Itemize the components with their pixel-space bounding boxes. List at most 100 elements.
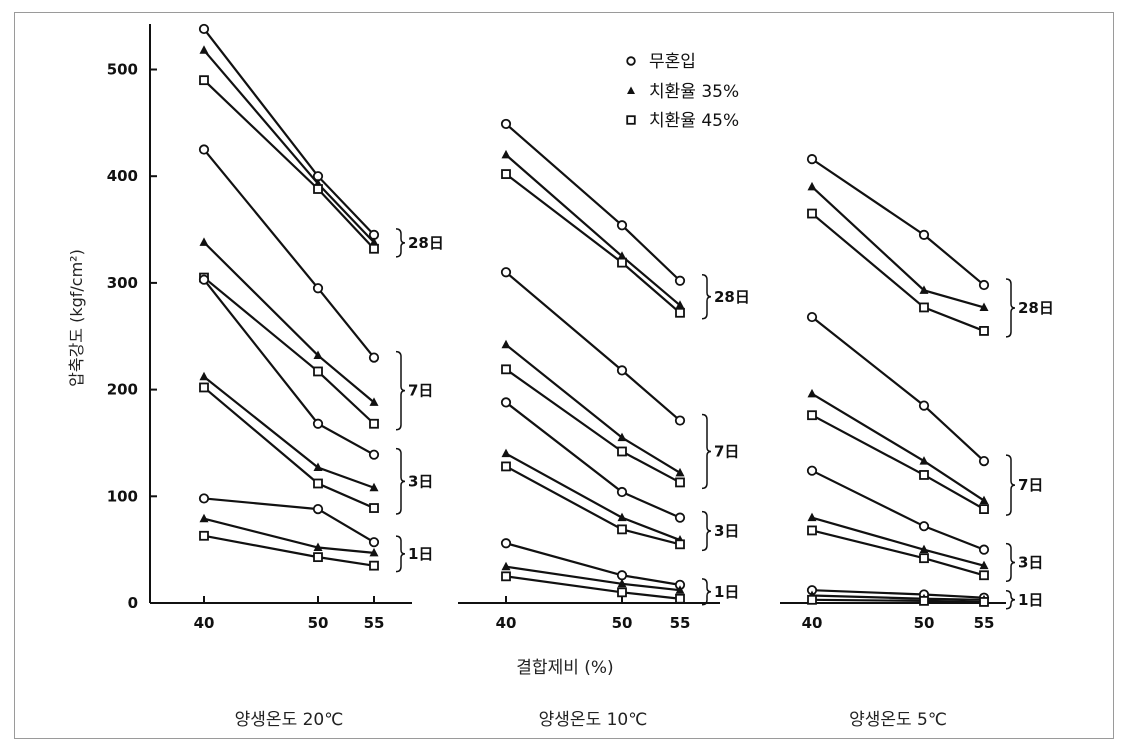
- point-marker: [198, 144, 210, 155]
- point-marker: [312, 504, 324, 515]
- point-marker: [807, 594, 817, 605]
- x-tick-label: 50: [914, 614, 935, 632]
- point-marker: [199, 371, 209, 381]
- age-bracket: [395, 447, 406, 515]
- y-tick-label: 200: [107, 381, 138, 399]
- series-line: [505, 123, 681, 282]
- age-label: 3日: [714, 522, 739, 540]
- point-marker: [369, 560, 379, 571]
- point-marker: [368, 352, 380, 363]
- point-marker: [979, 504, 989, 515]
- y-tick-label: 400: [107, 167, 138, 185]
- point-marker: [199, 45, 209, 54]
- series-line: [203, 241, 375, 404]
- point-marker: [918, 229, 930, 240]
- point-marker: [919, 285, 929, 294]
- y-tick-label: 300: [107, 274, 138, 292]
- age-label: 3日: [408, 472, 433, 490]
- point-marker: [198, 274, 210, 285]
- point-marker: [674, 512, 686, 523]
- point-marker: [978, 544, 990, 555]
- age-label: 28日: [714, 288, 750, 306]
- point-marker: [979, 570, 989, 581]
- y-tick-label: 0: [128, 594, 138, 612]
- point-marker: [313, 552, 323, 563]
- y-tick-label: 500: [107, 61, 138, 79]
- x-tick-label: 40: [802, 614, 823, 632]
- x-tick-label: 50: [308, 614, 329, 632]
- point-marker: [616, 365, 628, 376]
- point-marker: [979, 326, 989, 336]
- series-line: [811, 212, 985, 332]
- point-marker: [501, 448, 511, 458]
- point-marker: [675, 585, 685, 594]
- panel-title: 양생온도 10℃: [539, 710, 648, 730]
- point-marker: [616, 486, 628, 498]
- point-marker: [501, 571, 511, 582]
- x-tick-label: 50: [612, 614, 633, 632]
- point-marker: [919, 456, 929, 465]
- age-label: 7日: [1018, 476, 1043, 494]
- age-bracket: [1005, 590, 1016, 610]
- age-label: 1日: [1018, 591, 1043, 609]
- point-marker: [617, 587, 627, 598]
- point-marker: [807, 388, 817, 398]
- point-marker: [617, 578, 627, 588]
- series-line: [203, 386, 375, 510]
- series-line: [203, 497, 375, 544]
- point-marker: [369, 243, 379, 254]
- point-marker: [198, 23, 210, 35]
- legend-label: 치환율 45%: [649, 111, 739, 131]
- point-marker: [806, 465, 818, 476]
- point-marker: [500, 267, 512, 278]
- age-bracket: [701, 274, 712, 320]
- series-line: [505, 173, 681, 314]
- point-marker: [617, 512, 627, 522]
- point-marker: [198, 493, 210, 504]
- series-line: [203, 28, 375, 236]
- series-line: [203, 79, 375, 250]
- point-marker: [675, 467, 685, 477]
- point-marker: [806, 311, 818, 323]
- point-marker: [617, 446, 627, 457]
- age-label: 1日: [714, 583, 739, 601]
- point-marker: [313, 350, 323, 359]
- series-line: [505, 368, 681, 484]
- series-line: [203, 276, 375, 425]
- point-marker: [675, 477, 685, 488]
- point-marker: [369, 418, 379, 429]
- point-marker: [616, 570, 628, 581]
- point-marker: [617, 257, 627, 268]
- point-marker: [500, 118, 512, 130]
- point-marker: [918, 521, 930, 532]
- series-line: [505, 565, 681, 592]
- point-marker: [368, 449, 380, 460]
- point-marker: [616, 220, 628, 231]
- point-marker: [978, 455, 990, 467]
- point-marker: [807, 525, 817, 536]
- panel-title: 양생온도 5℃: [849, 710, 947, 730]
- point-marker: [919, 470, 929, 480]
- point-marker: [500, 538, 512, 549]
- series-line: [811, 516, 985, 567]
- point-marker: [807, 208, 817, 219]
- point-marker: [979, 597, 989, 607]
- point-marker: [501, 149, 511, 159]
- point-marker: [919, 302, 929, 313]
- legend-marker: [626, 115, 636, 125]
- age-bracket: [1005, 542, 1016, 583]
- point-marker: [369, 482, 379, 492]
- point-marker: [199, 530, 209, 541]
- age-label: 3日: [1018, 553, 1043, 571]
- series-line: [505, 154, 681, 307]
- point-marker: [500, 397, 512, 408]
- legend-marker: [626, 56, 636, 66]
- point-marker: [979, 560, 989, 570]
- point-marker: [369, 397, 379, 406]
- age-bracket: [701, 413, 712, 490]
- x-tick-label: 55: [670, 614, 691, 632]
- age-bracket: [395, 228, 406, 258]
- point-marker: [919, 553, 929, 564]
- x-tick-label: 55: [364, 614, 385, 632]
